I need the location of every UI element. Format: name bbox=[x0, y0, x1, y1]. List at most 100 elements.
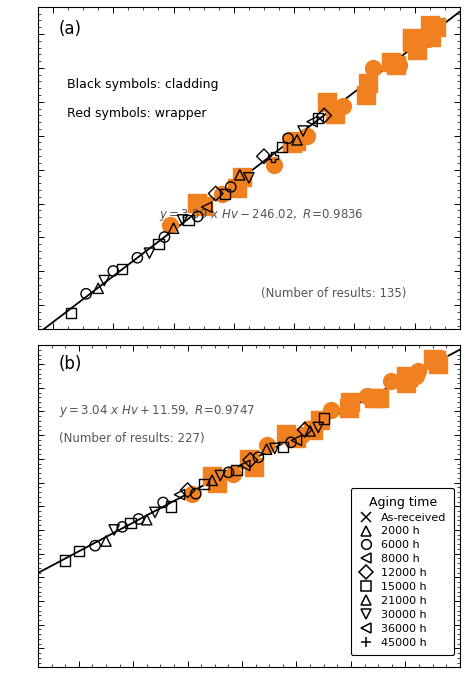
Point bbox=[255, 452, 262, 462]
Point bbox=[413, 45, 421, 56]
Point bbox=[299, 429, 306, 440]
Text: (Number of results: 135): (Number of results: 135) bbox=[261, 287, 406, 300]
Point bbox=[189, 488, 196, 499]
Point bbox=[434, 359, 441, 370]
Point bbox=[323, 97, 330, 108]
Point bbox=[225, 467, 232, 478]
Point bbox=[143, 514, 151, 525]
Point bbox=[420, 32, 428, 43]
Point bbox=[293, 134, 301, 145]
Point bbox=[176, 489, 183, 500]
Point bbox=[239, 172, 246, 183]
Point bbox=[279, 441, 287, 452]
Point bbox=[325, 413, 333, 424]
Point bbox=[363, 89, 370, 100]
Point bbox=[179, 215, 186, 225]
Point bbox=[375, 392, 383, 403]
Point bbox=[404, 372, 412, 383]
Point bbox=[200, 200, 207, 211]
Text: (Number of results: 227): (Number of results: 227) bbox=[59, 432, 205, 445]
Point bbox=[161, 232, 168, 242]
Point bbox=[309, 424, 317, 435]
Point bbox=[292, 435, 300, 446]
Point bbox=[118, 522, 126, 533]
Point bbox=[271, 443, 279, 454]
Point bbox=[414, 366, 421, 377]
Text: $y = 3.39\ x\ Hv - 246.02,\ R\!=\!0.9836$: $y = 3.39\ x\ Hv - 246.02,\ R\!=\!0.9836… bbox=[159, 206, 364, 223]
Point bbox=[271, 159, 278, 170]
Point bbox=[346, 397, 354, 408]
Point bbox=[308, 116, 316, 127]
Point bbox=[288, 138, 296, 148]
Point bbox=[167, 501, 175, 512]
Point bbox=[203, 202, 210, 212]
Point bbox=[370, 392, 377, 403]
Point bbox=[314, 422, 322, 433]
Point bbox=[109, 266, 117, 276]
Point bbox=[134, 252, 141, 263]
Point bbox=[396, 59, 403, 70]
Point bbox=[370, 63, 377, 74]
Point bbox=[339, 100, 347, 111]
Point bbox=[246, 455, 254, 466]
Point bbox=[208, 475, 216, 486]
Point bbox=[135, 513, 142, 524]
Point bbox=[320, 413, 328, 424]
Point bbox=[221, 189, 228, 200]
Point bbox=[236, 170, 244, 180]
Point bbox=[409, 37, 416, 48]
Point bbox=[283, 429, 290, 440]
Point bbox=[209, 471, 216, 481]
Point bbox=[299, 125, 307, 136]
Point bbox=[251, 462, 258, 473]
Point bbox=[429, 353, 437, 364]
Text: Black symbols: cladding: Black symbols: cladding bbox=[67, 78, 219, 91]
Point bbox=[75, 545, 82, 556]
Text: $y = 3.04\ x\ Hv + 11.59,\ R\!=\!0.9747$: $y = 3.04\ x\ Hv + 11.59,\ R\!=\!0.9747$ bbox=[59, 403, 255, 419]
Point bbox=[424, 34, 432, 45]
Point bbox=[292, 432, 300, 443]
Point bbox=[118, 264, 126, 274]
Point bbox=[263, 440, 271, 451]
Point bbox=[254, 159, 262, 170]
Point bbox=[91, 540, 99, 551]
Point bbox=[227, 182, 235, 193]
Point bbox=[212, 188, 219, 199]
Point bbox=[392, 59, 400, 70]
Point bbox=[151, 507, 159, 518]
Point bbox=[200, 478, 208, 489]
Point bbox=[306, 426, 314, 437]
Point bbox=[408, 33, 415, 44]
Point bbox=[304, 131, 311, 142]
Point bbox=[110, 524, 118, 535]
Point bbox=[102, 536, 110, 547]
Point bbox=[229, 469, 237, 479]
Point bbox=[327, 405, 335, 415]
Point bbox=[263, 444, 270, 455]
Point bbox=[194, 211, 201, 222]
Legend: As-received, 2000 h, 6000 h, 8000 h, 12000 h, 15000 h, 21000 h, 30000 h, 36000 h: As-received, 2000 h, 6000 h, 8000 h, 120… bbox=[351, 488, 454, 655]
Point bbox=[67, 308, 75, 319]
Point bbox=[320, 110, 328, 121]
Point bbox=[246, 454, 253, 464]
Point bbox=[402, 377, 410, 388]
Point bbox=[331, 108, 339, 119]
Point bbox=[166, 219, 174, 230]
Point bbox=[185, 215, 192, 225]
Point bbox=[241, 460, 248, 471]
Point bbox=[184, 485, 191, 496]
Point bbox=[363, 390, 371, 401]
Point bbox=[387, 56, 394, 67]
Text: (a): (a) bbox=[59, 20, 82, 37]
Point bbox=[193, 197, 201, 208]
Text: Red symbols: wrapper: Red symbols: wrapper bbox=[67, 107, 207, 120]
Point bbox=[192, 488, 200, 499]
Point bbox=[213, 477, 221, 488]
Point bbox=[61, 555, 69, 566]
Point bbox=[316, 415, 323, 426]
Point bbox=[432, 354, 440, 365]
Point bbox=[269, 152, 277, 163]
Point bbox=[94, 283, 102, 294]
Point bbox=[432, 21, 440, 32]
Point bbox=[234, 183, 241, 194]
